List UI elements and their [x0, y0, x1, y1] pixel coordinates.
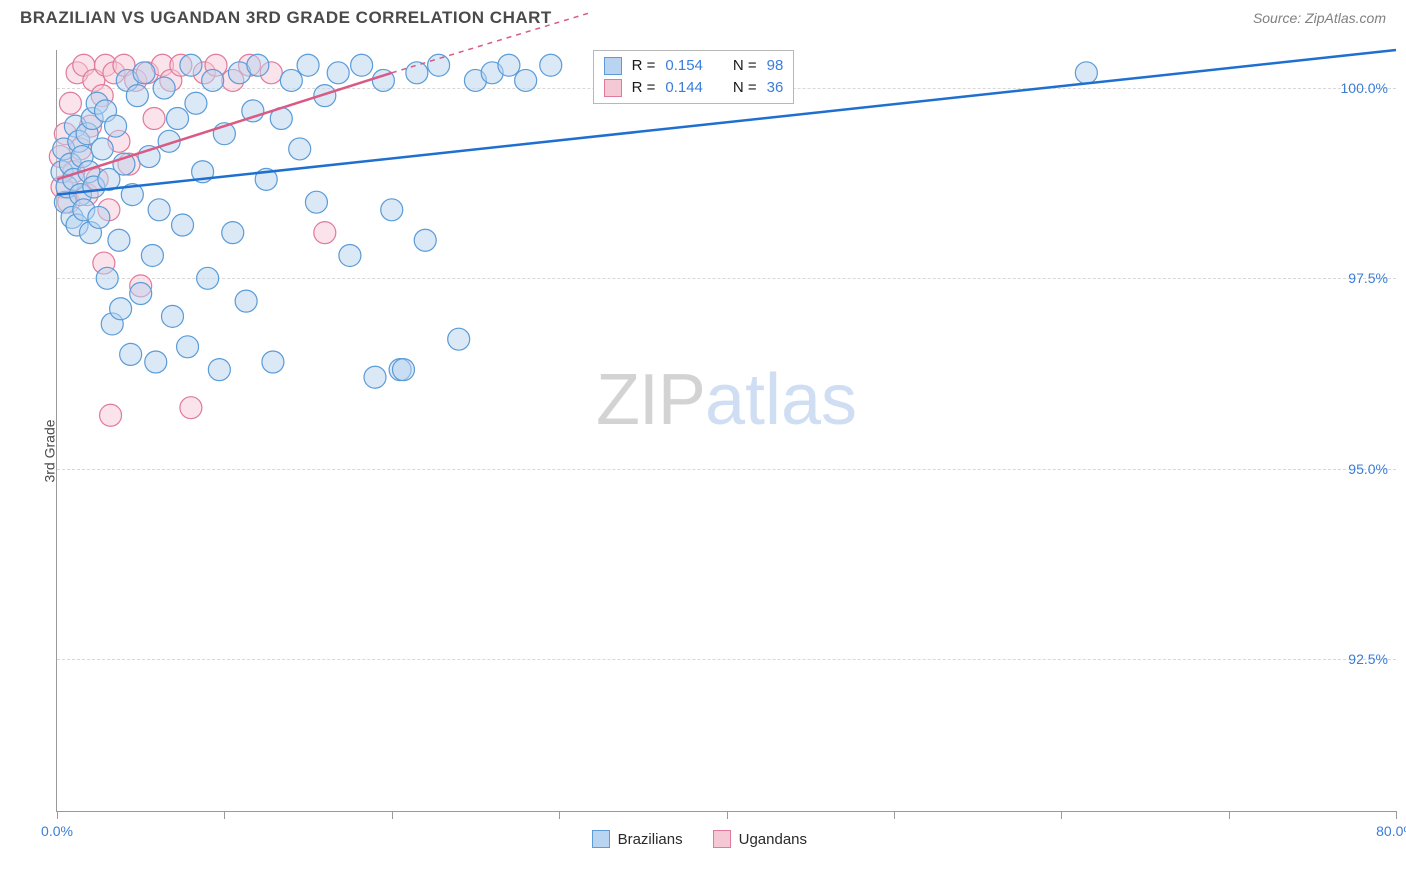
legend-r-value: 0.154 [665, 55, 703, 77]
plot-svg [57, 50, 1396, 811]
plot-area: ZIPatlas R =0.154N =98R =0.144N =36 92.5… [56, 50, 1396, 812]
data-point [351, 54, 373, 76]
data-point [153, 77, 175, 99]
legend-series: Brazilians Ugandans [592, 830, 807, 848]
data-point [208, 359, 230, 381]
x-tick-label: 0.0% [41, 823, 73, 839]
x-tick [224, 811, 225, 819]
x-tick [1396, 811, 1397, 819]
data-point [305, 191, 327, 213]
legend-n-label: N = [733, 77, 757, 99]
legend-series-item: Brazilians [592, 830, 683, 848]
legend-n-value: 36 [767, 77, 784, 99]
data-point [428, 54, 450, 76]
x-tick [1061, 811, 1062, 819]
data-point [1075, 62, 1097, 84]
x-tick-label: 80.0% [1376, 823, 1406, 839]
data-point [289, 138, 311, 160]
data-point [108, 229, 130, 251]
data-point [314, 222, 336, 244]
data-point [59, 92, 81, 114]
data-point [177, 336, 199, 358]
legend-series-label: Ugandans [739, 831, 807, 848]
data-point [197, 267, 219, 289]
data-point [148, 199, 170, 221]
legend-swatch [713, 830, 731, 848]
data-point [126, 85, 148, 107]
legend-series-label: Brazilians [618, 831, 683, 848]
data-point [280, 69, 302, 91]
x-tick [894, 811, 895, 819]
data-point [392, 359, 414, 381]
data-point [91, 138, 113, 160]
data-point [167, 107, 189, 129]
data-point [96, 267, 118, 289]
data-point [364, 366, 386, 388]
data-point [202, 69, 224, 91]
data-point [247, 54, 269, 76]
data-point [498, 54, 520, 76]
data-point [540, 54, 562, 76]
data-point [414, 229, 436, 251]
x-tick [727, 811, 728, 819]
x-tick [1229, 811, 1230, 819]
data-point [180, 54, 202, 76]
legend-swatch [592, 830, 610, 848]
data-point [339, 244, 361, 266]
data-point [120, 343, 142, 365]
data-point [100, 404, 122, 426]
data-point [406, 62, 428, 84]
x-tick [57, 811, 58, 819]
legend-series-item: Ugandans [713, 830, 807, 848]
data-point [381, 199, 403, 221]
data-point [448, 328, 470, 350]
legend-swatch [604, 79, 622, 97]
x-tick [559, 811, 560, 819]
data-point [161, 305, 183, 327]
chart-header: BRAZILIAN VS UGANDAN 3RD GRADE CORRELATI… [0, 0, 1406, 32]
data-point [262, 351, 284, 373]
data-point [235, 290, 257, 312]
data-point [222, 222, 244, 244]
data-point [172, 214, 194, 236]
legend-r-label: R = [632, 55, 656, 77]
data-point [180, 397, 202, 419]
legend-stats: R = 0.154 N = 98 R = 0.144 N = 36 [593, 50, 795, 104]
chart-source: Source: ZipAtlas.com [1253, 10, 1386, 26]
legend-r-value: 0.144 [665, 77, 703, 99]
legend-n-value: 98 [767, 55, 784, 77]
data-point [88, 206, 110, 228]
data-point [143, 107, 165, 129]
data-point [515, 69, 537, 91]
data-point [133, 62, 155, 84]
data-point [110, 298, 132, 320]
legend-stat-row: R = 0.144 N = 36 [604, 77, 784, 99]
legend-swatch [604, 57, 622, 75]
legend-stat-row: R = 0.154 N = 98 [604, 55, 784, 77]
data-point [130, 283, 152, 305]
legend-n-label: N = [733, 55, 757, 77]
legend-r-label: R = [632, 77, 656, 99]
data-point [185, 92, 207, 114]
data-point [327, 62, 349, 84]
data-point [105, 115, 127, 137]
data-point [145, 351, 167, 373]
x-tick [392, 811, 393, 819]
data-point [141, 244, 163, 266]
chart-title: BRAZILIAN VS UGANDAN 3RD GRADE CORRELATI… [20, 8, 552, 28]
chart-container: 3rd Grade ZIPatlas R =0.154N =98R =0.144… [48, 50, 1396, 852]
data-point [297, 54, 319, 76]
